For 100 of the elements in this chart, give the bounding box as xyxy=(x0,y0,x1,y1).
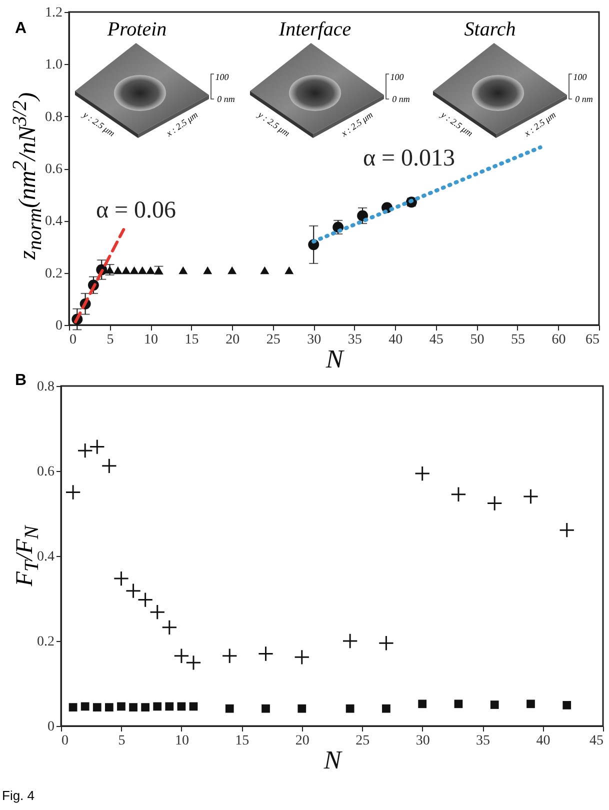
point xyxy=(68,703,78,712)
x-tick-label: 5 xyxy=(106,332,114,348)
x-axis-title: N xyxy=(324,344,345,374)
x-tick-label: 45 xyxy=(590,734,604,748)
annotation: x : 2.5 μm xyxy=(339,110,375,138)
x-tick-label: 10 xyxy=(144,332,158,348)
y-tick-label: 0.6 xyxy=(37,464,54,480)
y-tick-label: 0.2 xyxy=(37,634,54,650)
x-tick-label: 20 xyxy=(226,332,240,348)
point xyxy=(418,700,427,708)
x-tick-label: 40 xyxy=(536,734,550,748)
point xyxy=(342,633,358,649)
point xyxy=(177,702,186,711)
point xyxy=(141,703,150,712)
point xyxy=(562,700,572,710)
x-tick-label: 0 xyxy=(70,332,76,348)
x-tick-label: 65 xyxy=(586,332,600,348)
point xyxy=(378,635,394,651)
point xyxy=(113,266,122,274)
y-tick-label: 0.4 xyxy=(45,214,62,230)
annotation: Interface xyxy=(278,18,352,42)
point xyxy=(122,266,131,274)
x-tick-label: 55 xyxy=(510,332,525,348)
point xyxy=(486,495,502,512)
point xyxy=(92,703,102,712)
x-tick-label: 30 xyxy=(416,734,430,748)
annotation: Starch xyxy=(464,18,516,42)
point xyxy=(382,704,390,713)
point xyxy=(125,583,142,599)
annotation: x : 2.5 μm xyxy=(164,110,200,138)
point xyxy=(89,438,105,455)
point xyxy=(178,266,188,274)
point xyxy=(113,570,130,586)
x-tick-label: 25 xyxy=(356,734,370,748)
annotation: Protein xyxy=(107,18,167,42)
point xyxy=(203,266,212,274)
x-tick-label: 60 xyxy=(552,332,566,348)
point xyxy=(80,702,90,711)
point xyxy=(454,700,463,708)
annotation: 100 xyxy=(215,72,229,82)
y-tick-label: 0.4 xyxy=(37,550,54,564)
point xyxy=(129,703,138,712)
point xyxy=(162,620,178,636)
point xyxy=(65,484,81,500)
x-tick-label: 35 xyxy=(476,734,490,748)
caption: Fig. 4 xyxy=(2,788,35,803)
annotation: α = 0.06 xyxy=(96,198,176,224)
point xyxy=(450,486,466,502)
point xyxy=(260,266,270,274)
point xyxy=(101,458,117,474)
point xyxy=(77,442,93,458)
x-tick-label: 50 xyxy=(470,332,484,348)
y-tick-label: 0.6 xyxy=(45,162,62,177)
text: A xyxy=(15,20,27,38)
point xyxy=(186,654,202,670)
point xyxy=(294,649,310,665)
point xyxy=(105,266,114,274)
point xyxy=(165,702,174,711)
point xyxy=(414,466,430,482)
point xyxy=(284,266,294,274)
point xyxy=(490,700,499,709)
annotation: y : 2.5 μm xyxy=(256,110,292,138)
annotation: α = 0.013 xyxy=(362,146,456,172)
point xyxy=(117,702,126,711)
point xyxy=(258,646,274,662)
x-tick-label: 15 xyxy=(184,332,199,348)
x-tick-label: 30 xyxy=(307,332,322,348)
point xyxy=(228,266,237,274)
chart-title: B xyxy=(15,372,27,390)
point xyxy=(225,704,234,713)
point xyxy=(146,266,156,274)
y-tick-label: 0 xyxy=(48,720,54,734)
point xyxy=(346,704,354,713)
point xyxy=(559,522,575,538)
y-tick-label: 0.8 xyxy=(45,110,62,125)
x-tick-label: 20 xyxy=(295,734,310,748)
point xyxy=(130,266,139,274)
x-tick-label: 5 xyxy=(118,734,126,748)
point xyxy=(189,702,198,711)
x-tick-label: 40 xyxy=(388,332,403,348)
x-axis-title: N xyxy=(322,746,343,774)
x-tick-label: 10 xyxy=(174,734,189,748)
y-tick-label: 1.0 xyxy=(45,58,62,73)
point xyxy=(357,210,368,222)
x-tick-label: 15 xyxy=(235,734,250,748)
x-tick-label: 35 xyxy=(348,332,362,348)
point xyxy=(153,702,162,711)
annotation: 0 nm xyxy=(575,94,593,104)
annotation: 100 xyxy=(573,72,587,82)
point xyxy=(522,488,539,504)
annotation: 100 xyxy=(390,72,404,82)
y-tick-label: 1.2 xyxy=(45,6,62,20)
y-tick-label: 0 xyxy=(56,318,62,334)
annotation: y : 2.5 μm xyxy=(81,110,117,138)
point xyxy=(138,266,147,274)
annotation: 0 nm xyxy=(392,94,410,104)
annotation: 0 nm xyxy=(217,94,235,104)
point xyxy=(104,703,114,712)
x-tick-label: 45 xyxy=(429,332,444,348)
annotation: y : 2.5 μm xyxy=(439,110,475,138)
